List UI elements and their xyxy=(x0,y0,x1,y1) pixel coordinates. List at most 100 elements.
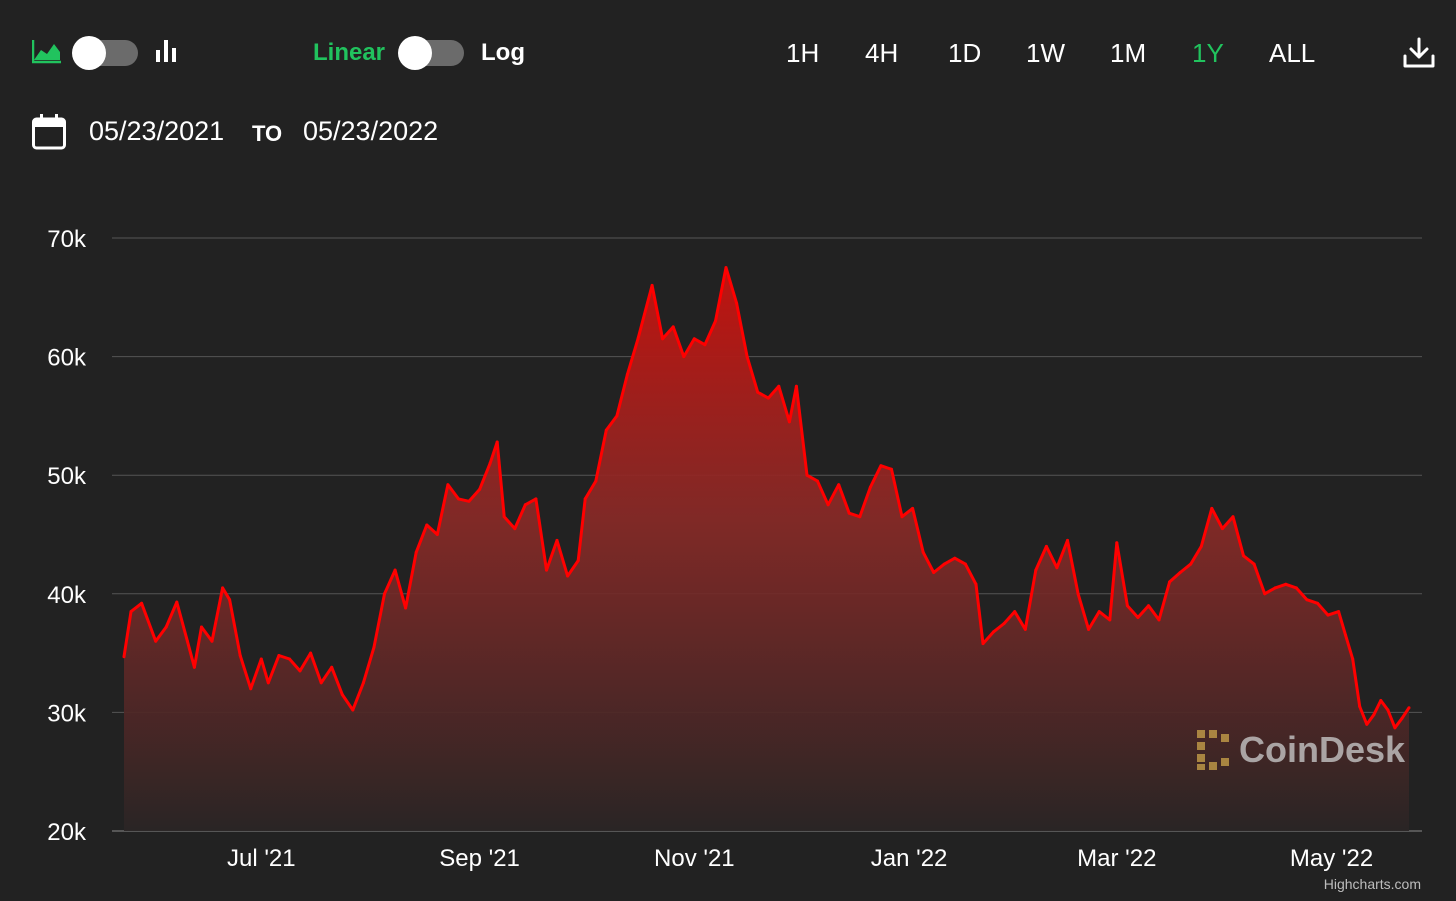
data-point xyxy=(129,610,133,614)
data-point xyxy=(981,642,985,646)
scale-toggle-knob xyxy=(398,36,432,70)
data-point xyxy=(319,681,323,685)
data-point xyxy=(1178,571,1182,574)
data-point xyxy=(816,479,819,483)
data-point xyxy=(1326,613,1330,617)
data-point xyxy=(805,473,809,477)
data-point xyxy=(576,559,580,563)
x-tick-label: Sep '21 xyxy=(439,845,520,872)
date-to-input[interactable]: 05/23/2022 xyxy=(303,116,439,146)
data-point xyxy=(435,533,439,536)
data-point xyxy=(154,639,158,643)
data-point xyxy=(1076,592,1080,596)
data-point xyxy=(1305,598,1309,602)
data-point xyxy=(594,479,598,483)
data-point xyxy=(140,601,144,605)
data-point xyxy=(992,630,996,634)
data-point xyxy=(671,325,675,329)
data-point xyxy=(277,654,281,657)
date-from-input[interactable]: 05/23/2021 xyxy=(89,116,225,146)
range-4h-button[interactable]: 4H xyxy=(865,38,899,68)
chart-type-toggle-knob xyxy=(72,36,106,70)
range-1y-button[interactable]: 1Y xyxy=(1192,38,1224,68)
download-icon[interactable] xyxy=(1402,36,1436,70)
data-point xyxy=(714,319,717,323)
range-1w-button[interactable]: 1W xyxy=(1026,38,1065,68)
data-point xyxy=(682,355,686,359)
data-point xyxy=(625,372,629,376)
data-point xyxy=(974,582,978,586)
data-point xyxy=(724,266,728,270)
scale-toggle[interactable] xyxy=(398,36,464,70)
data-point xyxy=(288,657,291,661)
data-point xyxy=(200,625,203,629)
data-point xyxy=(826,503,830,507)
highcharts-credit[interactable]: Highcharts.com xyxy=(1324,876,1421,892)
range-1h-button[interactable]: 1H xyxy=(786,38,820,68)
data-point xyxy=(1263,592,1267,596)
chart-toolbar: Linear Log 1H 4H 1D 1W 1M 1Y ALL xyxy=(0,0,1456,110)
data-point xyxy=(615,414,619,418)
scale-log-label[interactable]: Log xyxy=(481,39,525,66)
data-point xyxy=(868,485,872,489)
data-point xyxy=(228,598,232,602)
data-point xyxy=(1087,627,1091,631)
data-point xyxy=(1365,722,1369,726)
data-point xyxy=(351,708,355,712)
data-point xyxy=(122,655,126,659)
data-point xyxy=(221,586,225,590)
data-point xyxy=(298,669,302,673)
range-all-button[interactable]: ALL xyxy=(1269,38,1316,68)
data-point xyxy=(921,550,925,554)
data-point xyxy=(650,283,654,287)
data-point xyxy=(636,337,640,341)
data-point xyxy=(393,568,397,572)
data-point xyxy=(787,420,791,424)
data-point xyxy=(1372,713,1376,717)
data-point xyxy=(1220,527,1224,531)
data-point xyxy=(361,681,365,685)
data-point xyxy=(414,550,418,554)
data-point xyxy=(942,562,946,566)
data-point xyxy=(1168,580,1172,584)
y-tick-label: 20k xyxy=(47,819,87,846)
data-point xyxy=(513,527,517,531)
data-point xyxy=(837,483,841,487)
chart-type-toggle[interactable] xyxy=(72,36,138,70)
data-point xyxy=(502,515,506,519)
data-point xyxy=(1294,586,1298,590)
scale-linear-label[interactable]: Linear xyxy=(313,39,386,66)
data-point xyxy=(777,384,781,388)
data-point xyxy=(1252,562,1256,566)
data-point xyxy=(175,600,179,604)
data-point xyxy=(1379,699,1383,702)
data-point xyxy=(404,606,408,610)
data-point xyxy=(847,511,851,515)
data-point xyxy=(495,440,499,444)
range-1m-button[interactable]: 1M xyxy=(1110,38,1147,68)
x-tick-label: Mar '22 xyxy=(1077,845,1156,872)
data-point xyxy=(1013,610,1017,614)
data-point xyxy=(330,665,334,669)
data-point xyxy=(963,562,967,566)
data-point xyxy=(1066,538,1069,542)
data-point xyxy=(756,390,760,394)
bar-chart-icon[interactable] xyxy=(155,38,181,64)
calendar-icon[interactable] xyxy=(31,113,67,151)
data-point xyxy=(1407,706,1411,710)
range-1d-button[interactable]: 1D xyxy=(948,38,982,68)
data-point xyxy=(545,568,548,572)
data-point xyxy=(192,665,196,669)
data-point xyxy=(1115,541,1119,545)
data-point xyxy=(340,693,344,697)
data-point xyxy=(555,538,559,542)
data-point xyxy=(745,355,749,359)
area-chart-icon[interactable] xyxy=(32,38,62,64)
data-point xyxy=(467,499,471,503)
data-point xyxy=(1386,708,1390,712)
y-tick-label: 50k xyxy=(47,463,87,490)
data-point xyxy=(604,428,608,432)
data-point xyxy=(1108,618,1112,622)
data-point xyxy=(534,497,538,501)
